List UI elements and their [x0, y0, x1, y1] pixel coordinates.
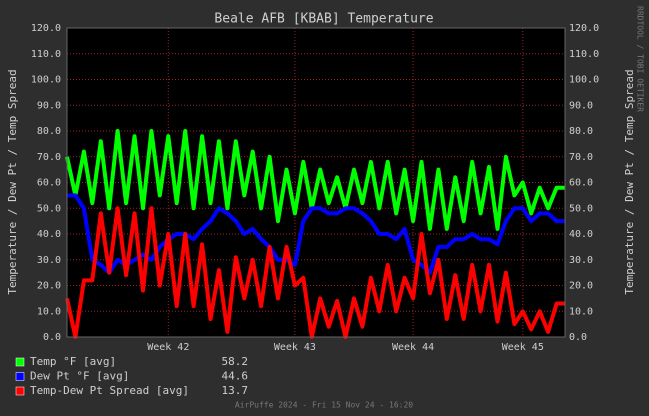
legend-swatch [15, 357, 25, 367]
y-tick-label: 30.0 [37, 255, 61, 266]
y-tick-label: 10.0 [37, 306, 61, 317]
y-tick-label-right: 40.0 [569, 229, 593, 240]
footer: AirPuffe 2024 - Fri 15 Nov 24 - 16:20 [235, 401, 413, 410]
plot-border [66, 27, 566, 338]
y-tick-label-right: 90.0 [569, 100, 593, 111]
y-tick-label: 60.0 [37, 178, 61, 189]
y-tick-label: 0.0 [43, 332, 61, 343]
legend-swatch [15, 372, 25, 381]
legend-value: 58.2 [222, 355, 249, 368]
chart-title: Beale AFB [KBAB] Temperature [214, 12, 433, 27]
y-tick-label-right: 10.0 [569, 306, 593, 317]
y-tick-label-right: 70.0 [569, 152, 593, 163]
series-line [67, 193, 565, 275]
y-axis-label-right: Temperature / Dew Pt / Temp Spread [623, 69, 636, 294]
y-tick-label: 50.0 [37, 203, 61, 214]
y-tick-label-right: 120.0 [569, 23, 599, 34]
x-tick-label: Week 45 [502, 342, 544, 353]
y-tick-label: 70.0 [37, 152, 61, 163]
y-tick-label: 80.0 [37, 126, 61, 137]
y-tick-label: 120.0 [31, 23, 61, 34]
y-tick-label: 110.0 [31, 49, 61, 60]
y-tick-label-right: 50.0 [569, 203, 593, 214]
y-tick-label-right: 80.0 [569, 126, 593, 137]
y-tick-label: 90.0 [37, 100, 61, 111]
y-tick-label-right: 20.0 [569, 281, 593, 292]
legend-label: Temp °F [avg] [30, 355, 116, 368]
y-tick-label: 100.0 [31, 75, 61, 86]
y-axis-label: Temperature / Dew Pt / Temp Spread [6, 69, 19, 294]
y-tick-label-right: 60.0 [569, 178, 593, 189]
legend-value: 13.7 [222, 384, 249, 397]
x-tick-label: Week 43 [274, 342, 316, 353]
series-line [65, 206, 565, 339]
y-tick-label-right: 30.0 [569, 255, 593, 266]
y-tick-label-right: 110.0 [569, 49, 599, 60]
y-tick-label-right: 0.0 [569, 332, 587, 343]
side-label: RRDTOOL / TOBI OETIKER [636, 6, 645, 112]
legend-value: 44.6 [222, 370, 249, 383]
series-line [65, 129, 565, 231]
legend-label: Temp-Dew Pt Spread [avg] [30, 384, 189, 397]
x-tick-label: Week 42 [147, 342, 189, 353]
y-tick-label-right: 100.0 [569, 75, 599, 86]
y-tick-label: 20.0 [37, 281, 61, 292]
legend-swatch [15, 386, 25, 396]
legend-label: Dew Pt °F [avg] [30, 370, 129, 383]
y-tick-label: 40.0 [37, 229, 61, 240]
x-tick-label: Week 44 [392, 342, 434, 353]
